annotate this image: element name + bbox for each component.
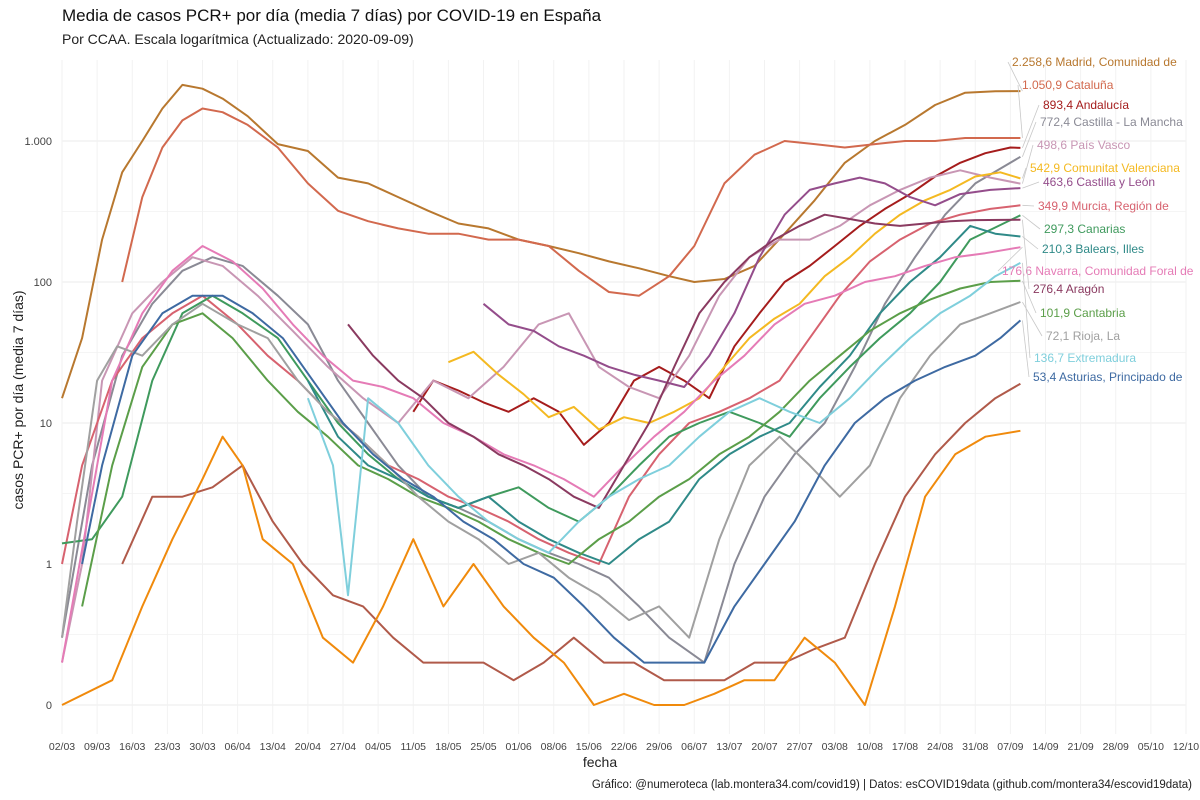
y-tick-label: 1.000 <box>24 136 52 148</box>
series-line <box>61 204 1021 565</box>
x-tick-label: 08/06 <box>541 741 567 753</box>
series-line <box>347 213 1021 509</box>
label-leader <box>1022 204 1035 207</box>
series-line <box>61 245 1021 663</box>
x-tick-label: 15/06 <box>576 741 602 753</box>
x-tick-label: 23/03 <box>154 741 180 753</box>
x-tick-label: 06/07 <box>681 741 707 753</box>
label-leader <box>997 246 1023 272</box>
x-tick-label: 27/04 <box>330 741 356 753</box>
series-line <box>482 176 1021 388</box>
series-end-label: 276,4 Aragón <box>1033 282 1104 296</box>
label-leader <box>1022 181 1040 189</box>
label-leader <box>1022 320 1030 378</box>
series-line <box>61 169 1021 663</box>
x-tick-label: 05/10 <box>1138 741 1164 753</box>
x-axis-label: fecha <box>582 754 618 770</box>
x-tick-label: 30/03 <box>189 741 215 753</box>
x-tick-label: 12/10 <box>1173 741 1199 753</box>
series-line <box>307 224 1021 565</box>
x-tick-label: 29/06 <box>646 741 672 753</box>
x-tick-label: 17/08 <box>892 741 918 753</box>
x-tick-label: 20/07 <box>751 741 777 753</box>
x-tick-label: 14/09 <box>1032 741 1058 753</box>
series-end-label: 53,4 Asturias, Principado de <box>1033 370 1183 384</box>
series-end-label: 542,9 Comunitat Valenciana <box>1030 161 1180 175</box>
label-leader <box>1022 121 1037 157</box>
x-tick-label: 11/05 <box>401 741 427 753</box>
x-tick-label: 31/08 <box>962 741 988 753</box>
x-tick-label: 25/05 <box>470 741 496 753</box>
x-tick-label: 04/05 <box>365 741 391 753</box>
chart-title: Media de casos PCR+ por día (media 7 día… <box>62 6 602 25</box>
series-line <box>121 382 1021 682</box>
x-tick-label: 24/08 <box>927 741 953 753</box>
label-leader <box>1022 214 1041 230</box>
x-tick-label: 20/04 <box>295 741 321 753</box>
series-line <box>61 301 1021 639</box>
x-tick-label: 09/03 <box>84 741 110 753</box>
y-tick-label: 0 <box>46 700 52 712</box>
label-leader <box>1017 84 1023 138</box>
series-end-label: 498,6 País Vasco <box>1037 138 1130 152</box>
label-leader <box>1022 104 1040 149</box>
series-line <box>61 429 1021 706</box>
chart-subtitle: Por CCAA. Escala logarítmica (Actualizad… <box>62 31 414 47</box>
x-tick-label: 10/08 <box>857 741 883 753</box>
label-leader <box>1022 144 1034 184</box>
x-tick-label: 06/04 <box>224 741 250 753</box>
series-end-label: 772,4 Castilla - La Mancha <box>1040 115 1183 129</box>
y-tick-label: 1 <box>46 559 52 571</box>
y-tick-label: 100 <box>34 277 52 289</box>
x-tick-label: 16/03 <box>119 741 145 753</box>
x-tick-label: 28/09 <box>1103 741 1129 753</box>
series-end-label: 176,6 Navarra, Comunidad Foral de <box>1002 264 1194 278</box>
label-leader <box>1022 262 1031 359</box>
series-end-label: 72,1 Rioja, La <box>1046 329 1120 343</box>
x-tick-label: 03/08 <box>822 741 848 753</box>
x-tick-label: 13/04 <box>260 741 286 753</box>
x-tick-label: 22/06 <box>611 741 637 753</box>
series-end-label: 893,4 Andalucía <box>1043 98 1129 112</box>
y-tick-label: 10 <box>40 418 52 430</box>
series-line <box>81 294 1022 664</box>
series-end-label: 463,6 Castilla y León <box>1043 175 1155 189</box>
label-leader <box>1007 61 1023 92</box>
series-end-label: 1.050,9 Cataluña <box>1022 78 1114 92</box>
series-end-label: 349,9 Murcia, Región de <box>1038 199 1169 213</box>
series-line <box>306 262 1021 597</box>
series-end-label: 136,7 Extremadura <box>1034 351 1136 365</box>
series-line <box>412 146 1021 446</box>
series-line <box>81 279 1021 607</box>
series-end-label: 210,3 Balears, Illes <box>1042 242 1144 256</box>
series-end-label: 2.258,6 Madrid, Comunidad de <box>1012 55 1177 69</box>
series-line <box>61 83 1021 399</box>
label-leader <box>1022 280 1037 314</box>
series-line <box>121 107 1021 297</box>
label-leader <box>1022 236 1039 250</box>
x-tick-label: 01/06 <box>505 741 531 753</box>
x-tick-label: 07/09 <box>997 741 1023 753</box>
x-tick-label: 02/03 <box>49 741 75 753</box>
label-leader <box>1022 167 1027 179</box>
x-tick-label: 27/07 <box>786 741 812 753</box>
chart-caption: Gráfico: @numeroteca (lab.montera34.com/… <box>591 779 1192 791</box>
series-end-label: 101,9 Cantabria <box>1040 306 1126 320</box>
series-line <box>61 214 1021 545</box>
x-tick-label: 13/07 <box>716 741 742 753</box>
series-end-label: 297,3 Canarias <box>1044 222 1125 236</box>
series-line <box>448 171 1021 431</box>
x-tick-label: 21/09 <box>1067 741 1093 753</box>
x-tick-label: 18/05 <box>435 741 461 753</box>
label-leader <box>1022 219 1030 290</box>
